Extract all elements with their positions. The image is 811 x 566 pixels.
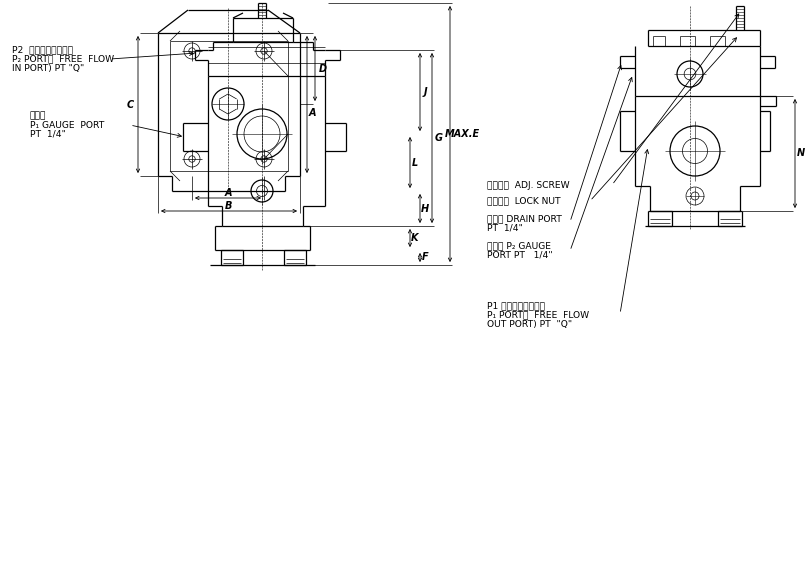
Text: A: A xyxy=(225,188,232,198)
Text: P1 口（自由流入口）: P1 口（自由流入口） xyxy=(487,302,545,311)
Text: PT  1/4": PT 1/4" xyxy=(30,130,66,139)
Text: PORT PT   1/4": PORT PT 1/4" xyxy=(487,251,552,259)
Text: N: N xyxy=(797,148,805,158)
Text: B: B xyxy=(225,201,232,211)
Text: H: H xyxy=(421,204,429,213)
Text: MAX.E: MAX.E xyxy=(444,129,479,139)
Text: J: J xyxy=(423,87,427,97)
Text: PT  1/4": PT 1/4" xyxy=(487,224,523,233)
Text: 調節螺絲  ADJ. SCREW: 調節螺絲 ADJ. SCREW xyxy=(487,181,569,190)
Text: P₂ PORT（  FREE  FLOW: P₂ PORT（ FREE FLOW xyxy=(12,54,114,63)
Text: P₁ GAUGE  PORT: P₁ GAUGE PORT xyxy=(30,121,105,130)
Text: 測壓口: 測壓口 xyxy=(30,112,46,121)
Text: IN PORT) PT "Q": IN PORT) PT "Q" xyxy=(12,63,84,72)
Text: K: K xyxy=(411,233,418,243)
Text: 測壓口 P₂ GAUGE: 測壓口 P₂ GAUGE xyxy=(487,242,551,251)
Text: A: A xyxy=(308,108,315,118)
Text: G: G xyxy=(435,133,443,143)
Text: 淺流口 DRAIN PORT: 淺流口 DRAIN PORT xyxy=(487,215,562,224)
Text: C: C xyxy=(127,100,134,109)
Text: F: F xyxy=(422,252,428,263)
Text: L: L xyxy=(412,157,418,168)
Text: P2  口（自由流入口）: P2 口（自由流入口） xyxy=(12,45,73,54)
Text: 固定螺帽  LOCK NUT: 固定螺帽 LOCK NUT xyxy=(487,196,560,205)
Text: P₁ PORT（  FREE  FLOW: P₁ PORT（ FREE FLOW xyxy=(487,311,589,319)
Text: OUT PORT) PT  "Q": OUT PORT) PT "Q" xyxy=(487,319,572,328)
Text: D: D xyxy=(319,63,327,74)
